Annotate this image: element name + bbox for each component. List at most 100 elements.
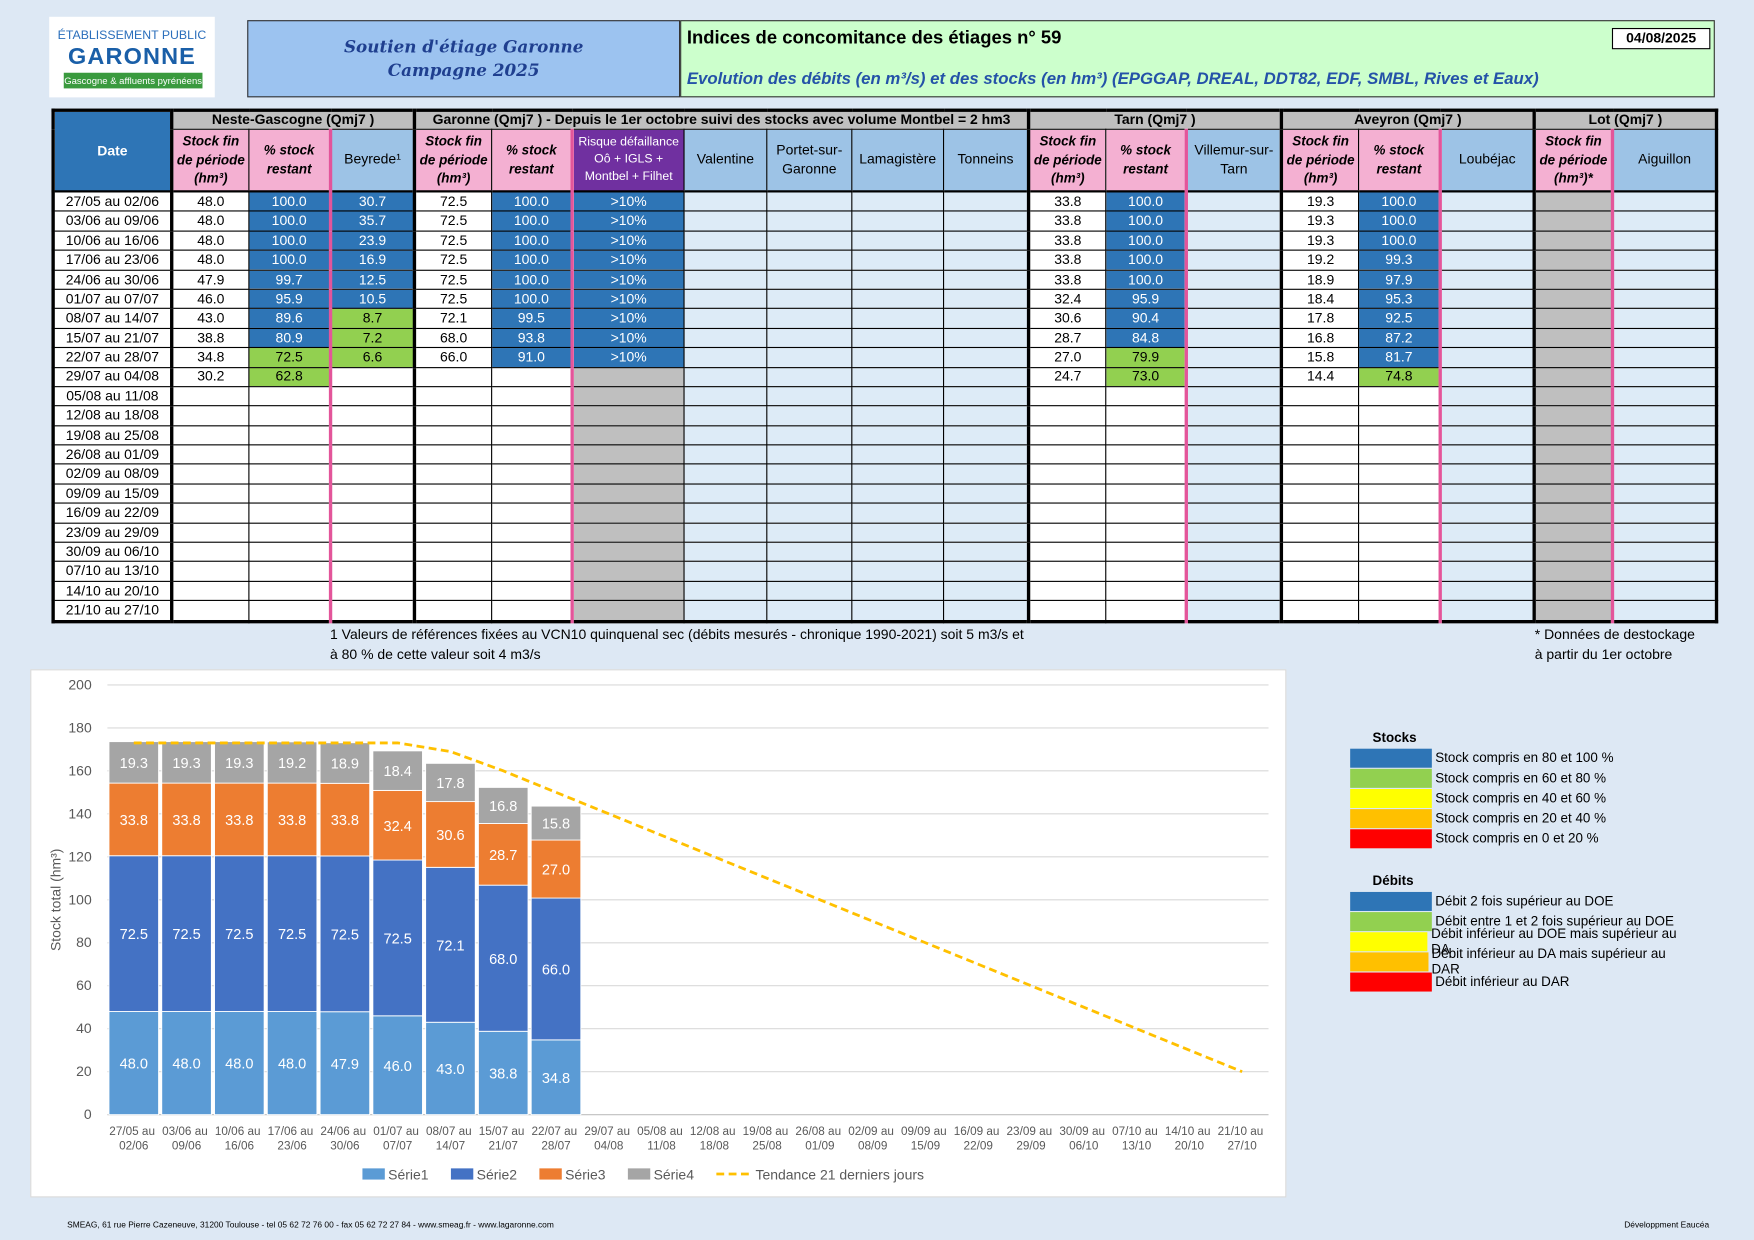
y-tick-label: 160 xyxy=(68,762,92,778)
bar-segment xyxy=(214,855,265,1012)
legend-item: Stock compris en 40 et 60 % xyxy=(1350,788,1686,808)
date-cell: 15/07 au 21/07 xyxy=(52,327,173,349)
bar-segment xyxy=(372,1015,423,1116)
table-cell: 8.7 xyxy=(328,308,416,329)
table-cell xyxy=(943,288,1030,310)
table-cell: 19.3 xyxy=(1279,230,1360,251)
table-cell: 97.9 xyxy=(1358,269,1441,290)
legend-item: Débit inférieur au DOE mais supérieur au… xyxy=(1350,926,1686,957)
table-cell: 100.0 xyxy=(248,230,332,251)
table-cell xyxy=(683,230,768,251)
table-cell xyxy=(1279,600,1360,622)
table-cell xyxy=(1184,366,1283,388)
group-header: Garonne (Qmj7 ) - Depuis le 1er octobre … xyxy=(412,109,1030,130)
table-cell: 100.0 xyxy=(491,210,573,232)
table-row: 03/06 au 09/06 48.0 100.0 35.7 72.5 100.0 >10%… xyxy=(52,210,1718,232)
column-header: Stock fin de période (hm³) xyxy=(1279,128,1360,193)
data-label: 28.7 xyxy=(489,848,517,864)
table-cell: 19.3 xyxy=(1279,190,1360,212)
column-header: Aiguillon xyxy=(1610,128,1718,193)
table-cell xyxy=(766,502,853,524)
column-header: Tonneins xyxy=(943,128,1030,193)
table-cell: 99.5 xyxy=(491,308,573,329)
table-cell xyxy=(683,541,768,563)
table-cell xyxy=(1438,366,1535,388)
group-header: Neste-Gascogne (Qmj7 ) xyxy=(170,109,416,130)
table-cell xyxy=(170,483,250,504)
table-cell xyxy=(570,522,685,543)
bar-segment xyxy=(425,801,476,868)
table-cell: 89.6 xyxy=(248,308,332,329)
table-cell xyxy=(1184,385,1283,407)
table-cell: 33.8 xyxy=(1026,210,1107,232)
table-row: 16/09 au 22/09 xyxy=(52,502,1718,524)
table-cell xyxy=(851,463,945,485)
column-header: Stock fin de période (hm³)* xyxy=(1532,128,1614,193)
table-cell xyxy=(851,502,945,524)
table-cell xyxy=(170,561,250,582)
table-cell xyxy=(766,366,853,388)
bar-segment xyxy=(425,866,476,1023)
data-label: 72.5 xyxy=(331,927,359,943)
table-cell xyxy=(1184,600,1283,622)
table-cell: 79.9 xyxy=(1105,347,1187,368)
table-cell: 73.0 xyxy=(1105,366,1187,388)
table-cell xyxy=(851,327,945,349)
table-cell xyxy=(943,463,1030,485)
table-body: Date Neste-Gascogne (Qmj7 ) Garonne (Qmj7 … xyxy=(52,109,1718,622)
table-cell xyxy=(683,483,768,504)
legend-label: Stock compris en 80 et 100 % xyxy=(1435,749,1614,766)
table-cell: 19.3 xyxy=(1279,210,1360,232)
x-tick-label: 07/10 au 13/10 xyxy=(1112,1125,1161,1153)
table-cell xyxy=(1610,424,1718,446)
legend-swatch xyxy=(1350,828,1432,848)
bar-segment xyxy=(266,782,318,857)
table-cell xyxy=(766,463,853,485)
data-label: 72.5 xyxy=(225,927,253,943)
legend-label: Tendance 21 derniers jours xyxy=(756,1167,924,1183)
x-tick-label: 05/08 au 11/08 xyxy=(637,1125,686,1153)
table-cell xyxy=(943,541,1030,563)
table-cell: 6.6 xyxy=(328,347,416,368)
table-cell: 100.0 xyxy=(491,288,573,310)
column-header: Stock fin de période (hm³) xyxy=(1026,128,1107,193)
table-cell xyxy=(1610,522,1718,543)
table-row: 21/10 au 27/10 xyxy=(52,600,1718,622)
table-cell xyxy=(1438,600,1535,622)
table-cell xyxy=(683,424,768,446)
bar-segment xyxy=(108,1011,160,1116)
x-tick-label: 24/06 au 30/06 xyxy=(320,1125,369,1153)
table-cell xyxy=(683,600,768,622)
table-cell xyxy=(1532,288,1614,310)
column-header: Stock fin de période (hm³) xyxy=(412,128,493,193)
data-label: 46.0 xyxy=(384,1059,412,1075)
column-header: Date xyxy=(52,109,173,193)
bar-segment xyxy=(477,884,529,1032)
y-tick-label: 40 xyxy=(76,1020,92,1036)
legend-swatch xyxy=(1350,768,1432,788)
x-tick-label: 30/09 au 06/10 xyxy=(1059,1125,1108,1153)
table-cell xyxy=(851,483,945,504)
table-cell xyxy=(1438,405,1535,427)
data-label: 19.2 xyxy=(278,756,306,772)
x-tick-label: 02/09 au 08/09 xyxy=(848,1125,897,1153)
table-cell xyxy=(683,347,768,368)
y-tick-label: 20 xyxy=(76,1063,92,1079)
table-cell xyxy=(1438,463,1535,485)
table-row: 19/08 au 25/08 xyxy=(52,424,1718,446)
legend-swatch xyxy=(362,1168,385,1180)
table-row: 08/07 au 14/07 43.0 89.6 8.7 72.1 99.5 >10% 30.… xyxy=(52,308,1718,329)
table-cell xyxy=(766,210,853,232)
legend-label: Série3 xyxy=(565,1167,606,1183)
table-cell: >10% xyxy=(570,230,685,251)
bar-segment xyxy=(108,741,160,784)
table-cell xyxy=(766,561,853,582)
table-cell xyxy=(683,522,768,543)
table-row: 02/09 au 08/09 xyxy=(52,463,1718,485)
legend-label: Stock compris en 40 et 60 % xyxy=(1435,790,1607,806)
data-label: 33.8 xyxy=(225,813,253,829)
table-cell xyxy=(1610,327,1718,349)
x-tick-label: 17/06 au 23/06 xyxy=(268,1125,317,1153)
x-tick-label: 14/10 au 20/10 xyxy=(1165,1125,1214,1153)
